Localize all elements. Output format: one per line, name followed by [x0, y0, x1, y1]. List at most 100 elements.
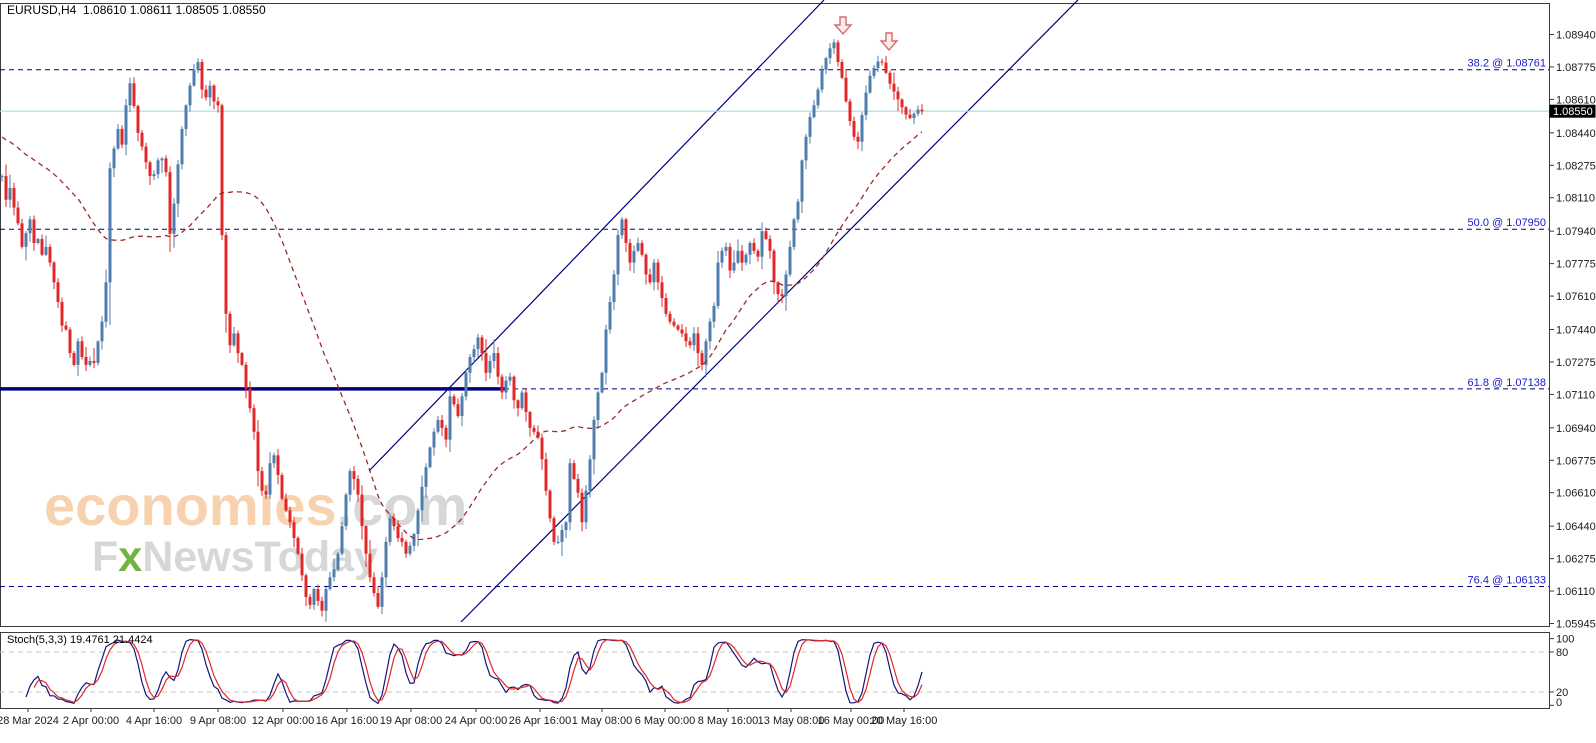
window-divider[interactable]: [0, 626, 1549, 632]
candle-body: [728, 246, 732, 271]
time-axis-label: 24 Apr 00:00: [445, 715, 507, 727]
candle-body: [16, 207, 20, 224]
candle-body: [248, 388, 252, 409]
candle-body: [296, 537, 300, 554]
candle-body: [852, 121, 856, 137]
candle-body: [92, 360, 96, 363]
candle-body: [472, 349, 476, 358]
candle-body: [28, 219, 32, 234]
candle-body: [24, 233, 28, 247]
candle-body: [368, 553, 372, 578]
candle-body: [792, 219, 796, 247]
candle-body: [392, 518, 396, 527]
candle-body: [512, 376, 516, 401]
time-axis-label: 1 May 08:00: [572, 715, 633, 727]
candle-body: [340, 526, 344, 554]
price-axis-label: 1.06940: [1556, 423, 1596, 435]
moving-average-line[interactable]: [1, 131, 923, 541]
candle-body: [380, 577, 384, 607]
candle-body: [140, 132, 144, 147]
current-price-box: [1549, 104, 1596, 118]
candle-body: [592, 419, 596, 460]
candle-body: [528, 412, 532, 428]
candle-body: [868, 75, 872, 93]
candle-body: [156, 160, 160, 175]
candle-body: [264, 490, 268, 495]
candle-body: [644, 254, 648, 275]
candle-body: [120, 128, 124, 145]
candle-body: [404, 541, 408, 554]
candle-body: [324, 589, 328, 611]
candle-body: [784, 274, 788, 297]
candle-body: [76, 341, 80, 365]
candle-body: [568, 463, 572, 523]
candle-body: [672, 321, 676, 326]
sell-arrow-icon[interactable]: [833, 16, 853, 36]
candle-body: [56, 282, 60, 302]
candle-body: [896, 91, 900, 100]
candle-body: [364, 526, 368, 554]
candle-body: [104, 282, 108, 322]
price-axis-scale[interactable]: [1549, 3, 1596, 626]
candle-body: [376, 593, 380, 607]
candle-body: [548, 490, 552, 519]
candle-body: [808, 117, 812, 137]
candle-body: [884, 62, 888, 73]
candle-body: [68, 329, 72, 354]
channel-trendline-1[interactable]: [368, 0, 825, 472]
price-axis-label: 1.06440: [1556, 521, 1596, 533]
stoch-window[interactable]: [0, 632, 1549, 708]
candle-body: [560, 530, 564, 542]
candle-body: [596, 392, 600, 420]
candle-body: [524, 392, 528, 413]
fib-level-label: 76.4 @ 1.06133: [1468, 575, 1546, 587]
candle-body: [396, 526, 400, 538]
candle-body: [632, 250, 636, 263]
candle-body: [488, 360, 492, 373]
candle-body: [444, 427, 448, 440]
price-axis-label: 1.08940: [1556, 30, 1596, 42]
watermark-brand: economies.com: [44, 478, 467, 534]
candle-body: [36, 239, 40, 243]
candle-body: [616, 235, 620, 275]
candle-body: [532, 427, 536, 432]
candle-body: [660, 282, 664, 299]
candle-body: [244, 364, 248, 389]
candle-body: [652, 262, 656, 283]
candle-body: [60, 301, 64, 326]
candle-body: [736, 250, 740, 263]
watermark-brand-text: economies: [44, 474, 337, 537]
candle-body: [780, 294, 784, 297]
candle-body: [448, 396, 452, 440]
candle-body: [72, 353, 76, 365]
candle-body: [680, 329, 684, 334]
time-axis-label: 28 Mar 2024: [0, 715, 59, 727]
candle-body: [268, 463, 272, 495]
fib-level-label: 61.8 @ 1.07138: [1468, 377, 1546, 389]
candle-body: [920, 109, 924, 112]
candle-body: [288, 510, 292, 523]
candle-body: [424, 467, 428, 487]
candle-body: [320, 600, 324, 611]
candle-body: [400, 537, 404, 542]
candle-body: [820, 69, 824, 90]
candle-body: [84, 357, 88, 365]
channel-trendline-2[interactable]: [460, 0, 1079, 623]
candle-body: [844, 77, 848, 102]
candle-body: [464, 372, 468, 397]
candle-body: [612, 274, 616, 302]
sell-arrow-icon[interactable]: [879, 32, 899, 52]
candle-body: [176, 164, 180, 204]
candle-body: [892, 83, 896, 92]
candle-body: [544, 459, 548, 491]
candle-body: [772, 250, 776, 283]
candle-body: [116, 128, 120, 149]
candle-body: [664, 298, 668, 314]
time-axis-scale[interactable]: [0, 708, 1549, 730]
candle-body: [768, 239, 772, 251]
price-axis-label: 1.05945: [1556, 619, 1596, 631]
time-axis-label: 4 Apr 16:00: [126, 715, 182, 727]
candle-body: [112, 148, 116, 169]
